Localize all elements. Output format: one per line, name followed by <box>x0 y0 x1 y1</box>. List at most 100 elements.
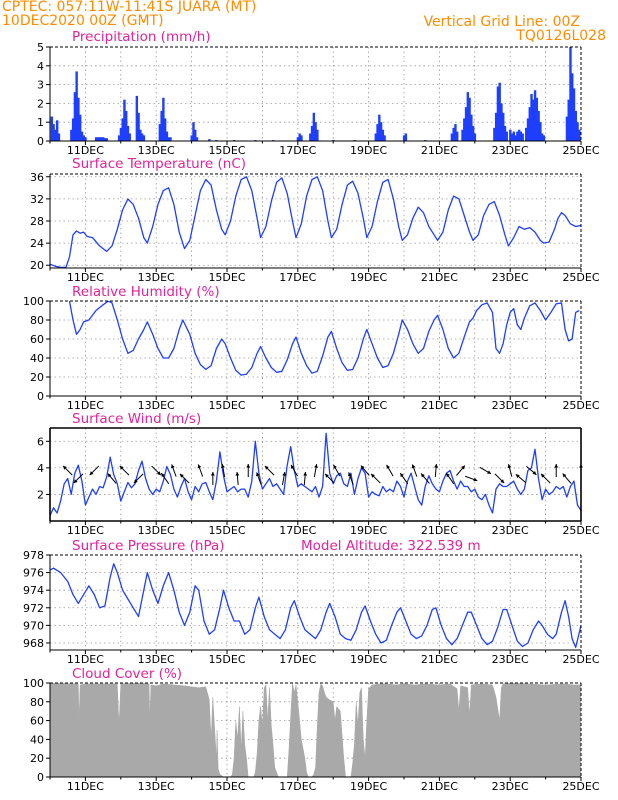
y-tick-label: 970 <box>23 619 44 632</box>
precip-bar <box>192 122 195 141</box>
precip-bar <box>309 133 312 141</box>
series-rh <box>68 301 580 376</box>
precip-bar <box>466 92 470 141</box>
precip-bar <box>565 116 569 141</box>
x-tick-label: 17DEC <box>279 399 316 412</box>
precip-bar <box>128 133 131 141</box>
wind-arrow <box>360 465 370 476</box>
precip-bar <box>452 127 455 141</box>
precip-bar <box>165 131 169 141</box>
precip-bar <box>84 137 87 141</box>
precip-bar <box>471 125 475 141</box>
y-tick-label: 100 <box>23 295 44 308</box>
x-tick-label: 23DEC <box>492 780 529 793</box>
precip-bar <box>194 129 197 141</box>
precip-bar <box>503 125 507 141</box>
wind-arrow <box>290 464 298 477</box>
x-tick-label: 21DEC <box>421 653 458 666</box>
precip-bar <box>461 129 464 141</box>
wind-arrow <box>160 472 170 485</box>
x-tick-label: 25DEC <box>562 144 599 157</box>
precip-bar <box>569 47 572 141</box>
wind-arrow <box>456 465 466 476</box>
precip-bar <box>103 138 107 141</box>
series-pressure <box>50 563 581 649</box>
y-tick-label: 100 <box>23 677 44 690</box>
precip-bar <box>468 97 471 141</box>
x-tick-label: 13DEC <box>138 653 175 666</box>
panel-title: Surface Wind (m/s) <box>72 411 201 427</box>
precip-bar <box>80 131 84 141</box>
x-tick-label: 23DEC <box>492 144 529 157</box>
x-tick-label: 11DEC <box>67 653 104 666</box>
precip-bar <box>139 129 142 141</box>
wind-arrow <box>264 465 275 476</box>
precip-bar <box>125 110 128 141</box>
y-tick-label: 36 <box>30 171 44 184</box>
wind-arrow <box>507 464 513 477</box>
panel-title: Surface Temperature (nC) <box>72 156 246 172</box>
x-tick-label: 13DEC <box>138 399 175 412</box>
precip-bar <box>316 129 319 141</box>
series-precip <box>50 47 581 141</box>
x-tick-label: 23DEC <box>492 524 529 537</box>
x-tick-label: 15DEC <box>208 653 245 666</box>
panel-title: Surface Pressure (hPa) <box>72 538 225 554</box>
precip-bar <box>70 129 73 141</box>
precip-bar <box>521 133 524 141</box>
y-tick-label: 32 <box>30 193 44 206</box>
precip-bar <box>500 103 503 141</box>
precip-bar <box>162 97 165 141</box>
y-tick-label: 4 <box>37 462 44 475</box>
x-tick-label: 19DEC <box>350 524 387 537</box>
wind-line <box>50 432 581 516</box>
x-tick-label: 25DEC <box>562 780 599 793</box>
wind-arrow <box>562 473 572 484</box>
x-tick-label: 11DEC <box>67 524 104 537</box>
grid-wind <box>50 428 581 521</box>
x-tick-label: 19DEC <box>350 271 387 284</box>
wind-arrow <box>494 473 505 484</box>
y-tick-label: 2 <box>37 97 44 110</box>
wind-arrow <box>171 464 177 477</box>
precip-bar <box>102 137 105 141</box>
panel-precip: 0 1 2 3 4 5 11DEC 13DEC 15DEC 17DEC 19DEC 21DEC 23DE… <box>37 29 600 157</box>
precip-bar <box>498 82 501 141</box>
y-tick-label: 6 <box>37 435 44 448</box>
precip-bar <box>496 86 500 141</box>
precip-bar <box>509 129 512 141</box>
y-tick-label: 80 <box>30 314 44 327</box>
y-tick-label: 40 <box>30 352 44 365</box>
x-tick-label: 23DEC <box>492 271 529 284</box>
y-tick-label: 40 <box>30 733 44 746</box>
precip-bar <box>57 133 61 141</box>
precip-bar <box>169 137 172 141</box>
wind-arrow <box>179 473 190 484</box>
series-temp <box>50 176 581 268</box>
precip-bar <box>105 138 108 141</box>
precip-bar <box>494 112 498 141</box>
precip-bar <box>126 125 130 141</box>
wind-arrow <box>210 471 215 485</box>
panel-pressure: 968 970 972 974 976 978 11DEC 13DEC 15DEC 17DEC 19… <box>23 538 600 666</box>
precip-bar <box>473 133 477 141</box>
precip-bar <box>298 133 301 141</box>
y-tick-label: 24 <box>30 237 44 250</box>
date-header: 10DEC2020 00Z (GMT) <box>2 13 164 29</box>
precip-bar <box>404 133 408 141</box>
panel-rh: 0 20 40 60 80 100 11DEC 13DEC 15DEC 17DEC 19DEC 21D… <box>23 284 600 412</box>
precip-bar <box>52 124 55 141</box>
y-tick-label: 20 <box>30 259 44 272</box>
wind-arrow <box>515 473 527 484</box>
precip-bar <box>539 122 542 141</box>
precip-bar <box>493 127 496 141</box>
wind-arrow <box>348 472 354 485</box>
precip-bar <box>98 137 101 141</box>
rh-line <box>68 301 580 376</box>
precip-bar <box>379 122 383 141</box>
precip-bar <box>167 137 170 141</box>
x-tick-label: 13DEC <box>138 524 175 537</box>
precip-bar <box>140 133 144 141</box>
precip-bar <box>532 99 535 141</box>
precip-bar <box>160 110 163 141</box>
